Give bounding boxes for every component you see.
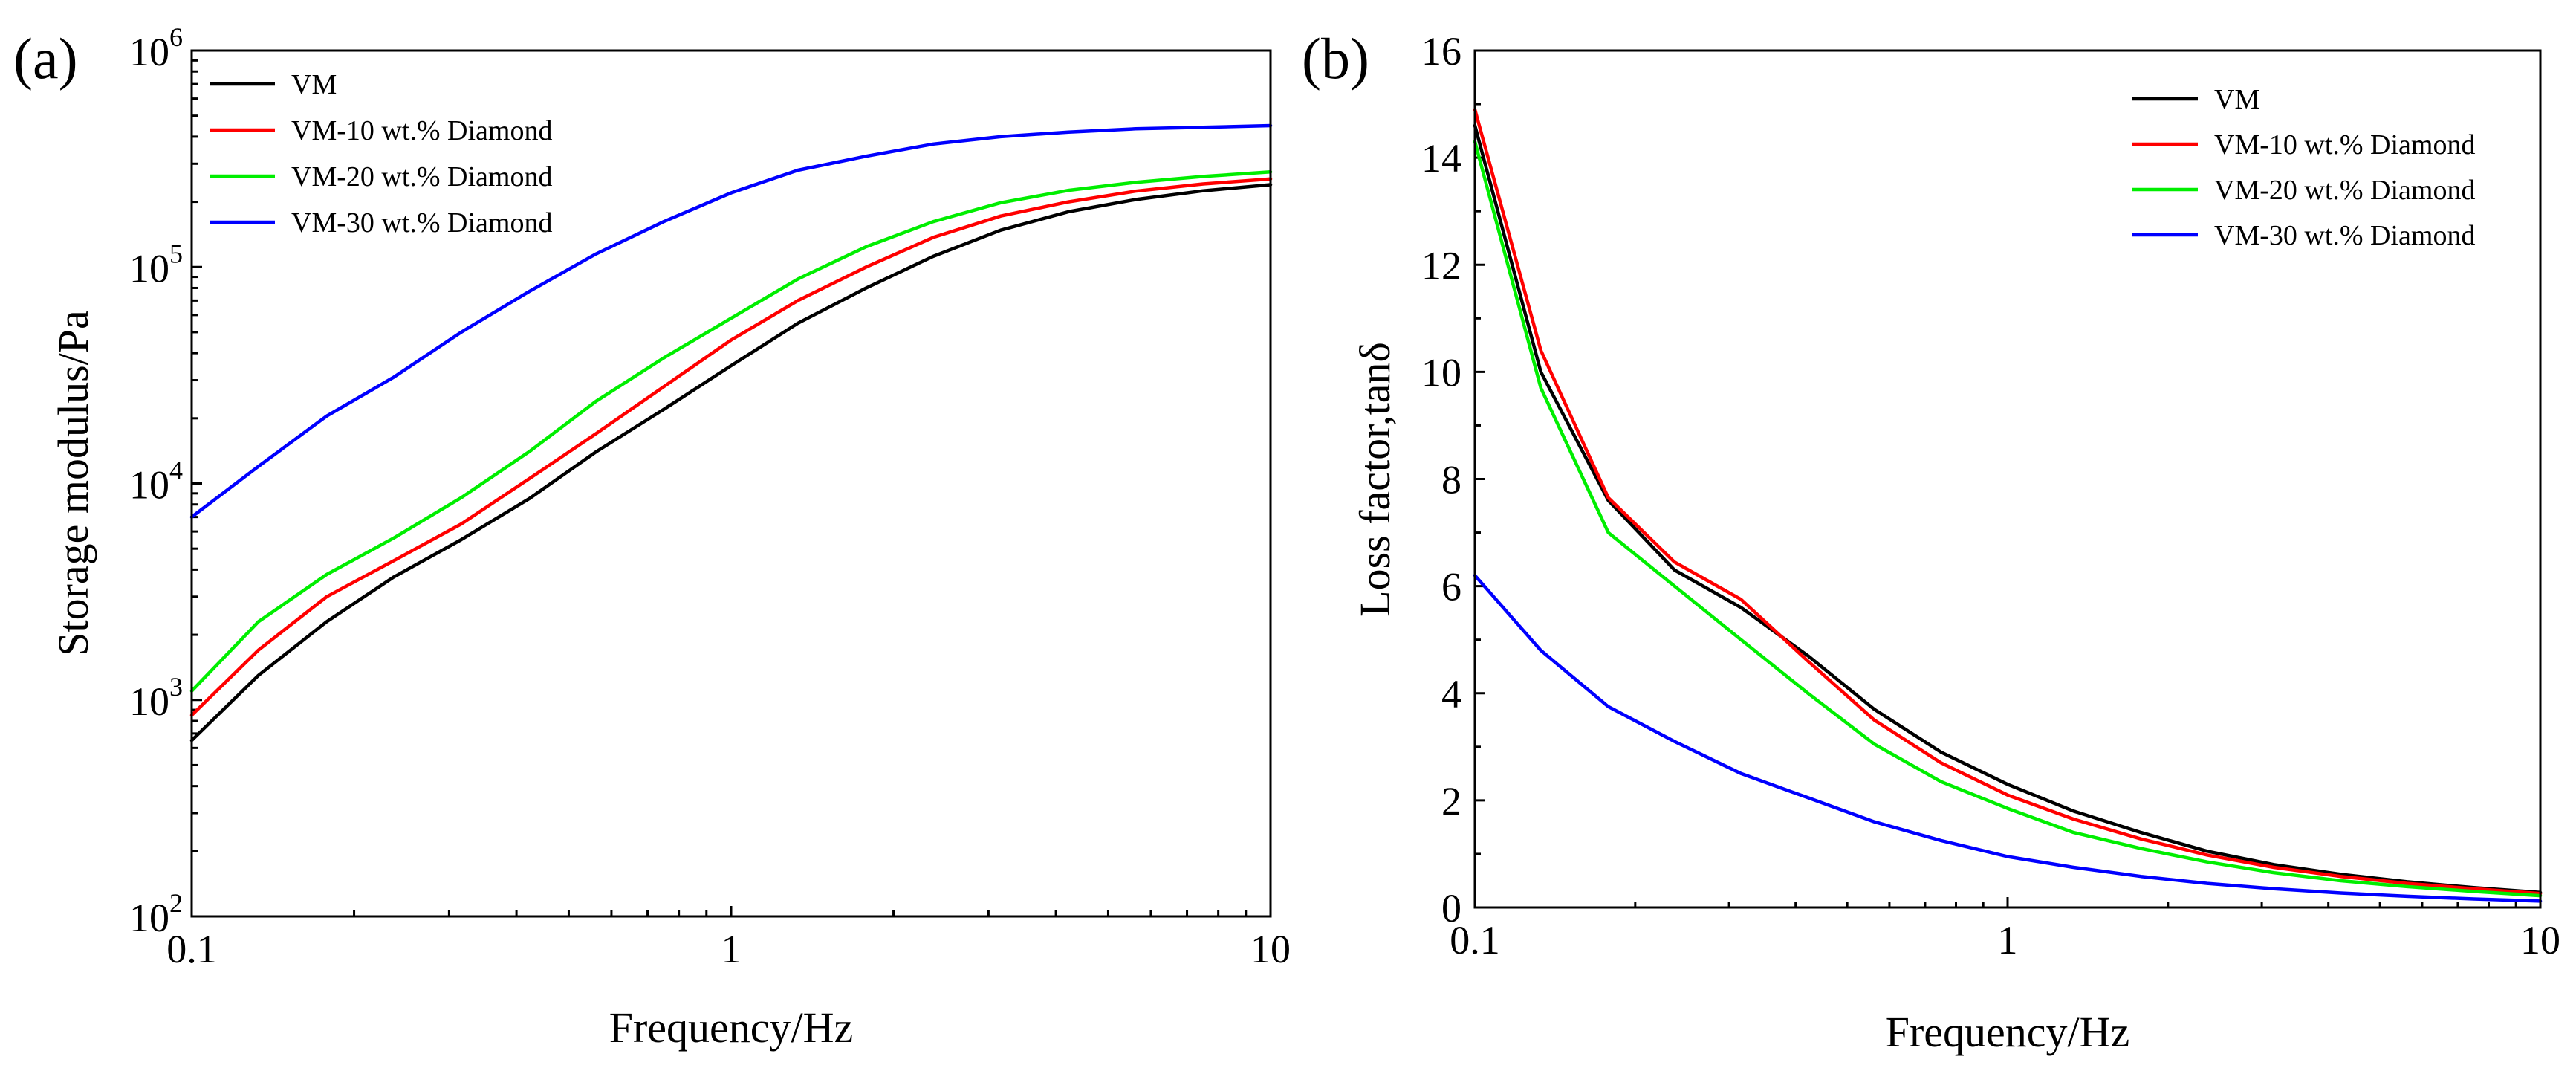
panel-b-y-tick-label: 8 [1441,458,1461,502]
panel-b-series-vm [1473,123,2543,895]
panel-a-x-tick-label: 10 [1250,927,1291,971]
panel-b-x-tick-label: 1 [1998,918,2018,962]
panel-a: (a) 0.1 1 10 102 103 104 105 106 VM VM-10 wt.% Di… [13,22,1291,1052]
panel-a-y-axis-title: Storage modulus/Pa [49,310,97,656]
panel-b-y-axis-title: Loss factor,tanδ [1351,342,1399,617]
panel-a-y-tick-label: 102 [129,888,183,940]
panel-b-legend-label: VM [2214,84,2259,115]
panel-a-y-tick-label: 104 [129,456,183,508]
panel-b-y-tick-label: 0 [1441,886,1461,931]
panel-b: (b) 0.1 1 10 0 2 4 6 8 10 12 14 16 VM VM-10 wt.% Diam… [1302,26,2560,1056]
panel-b-legend: VM VM-10 wt.% Diamond VM-20 wt.% Diamond VM… [2132,84,2475,251]
panel-b-series-vm-30-wt-diamond [1473,573,2543,903]
panel-b-x-tick-label: 10 [2520,918,2560,962]
panel-a-series-vm-10-wt-diamond [189,177,1273,717]
panel-a-plot-area: 0.1 1 10 102 103 104 105 106 VM VM-10 wt.% Diamon… [129,22,1291,971]
panel-b-y-tick-label: 14 [1421,136,1461,181]
panel-b-label: (b) [1302,26,1369,91]
panel-b-x-tick-label: 0.1 [1450,918,1500,962]
panel-b-y-tick-label: 10 [1421,350,1461,395]
panel-a-legend-label: VM-20 wt.% Diamond [291,161,552,192]
panel-b-frame [1473,49,2542,909]
panel-b-y-tick-label: 6 [1441,565,1461,609]
panel-a-y-tick-label: 105 [129,239,183,291]
panel-a-frame [190,49,1272,918]
panel-b-legend-label: VM-30 wt.% Diamond [2214,220,2475,251]
panel-b-legend-label: VM-10 wt.% Diamond [2214,129,2475,161]
panel-a-y-tick-label: 103 [129,672,183,724]
panel-a-series-vm-30-wt-diamond [189,123,1273,519]
panel-a-legend-label: VM-30 wt.% Diamond [291,207,552,239]
panel-a-x-tick-label: 1 [721,927,742,971]
panel-a-series-vm-20-wt-diamond [189,170,1273,693]
panel-a-legend: VM VM-10 wt.% Diamond VM-20 wt.% Diamond VM… [210,69,552,239]
panel-a-series-vm [189,183,1273,742]
panel-b-y-tick-label: 4 [1441,672,1461,716]
panel-a-label: (a) [13,26,78,91]
panel-b-series-vm-10-wt-diamond [1473,108,2543,896]
panel-b-series-vm-20-wt-diamond [1473,140,2543,898]
panel-a-y-tick-label: 106 [129,22,183,74]
panel-b-y-tick-label: 16 [1421,29,1461,74]
panel-b-x-axis-title: Frequency/Hz [1886,1008,2130,1056]
panel-a-legend-label: VM-10 wt.% Diamond [291,115,552,146]
panel-a-legend-label: VM [291,69,337,100]
panel-a-x-axis-title: Frequency/Hz [609,1003,854,1052]
panel-a-x-tick-label: 0.1 [166,927,217,971]
panel-b-y-tick-label: 2 [1441,779,1461,824]
panel-b-y-tick-label: 12 [1421,243,1461,288]
panel-b-legend-label: VM-20 wt.% Diamond [2214,175,2475,206]
